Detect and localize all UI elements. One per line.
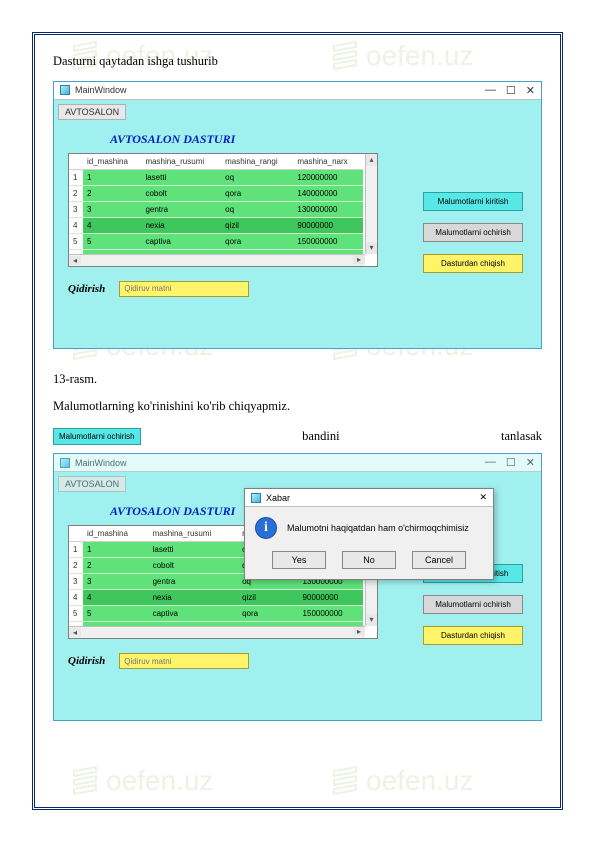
dialog-no-button[interactable]: No xyxy=(342,551,396,569)
inline-delete-btn[interactable]: Malumotlarni ochirish xyxy=(53,428,141,445)
close-button-2[interactable]: ✕ xyxy=(526,456,535,469)
dialog-close-icon[interactable]: ✕ xyxy=(479,492,487,503)
dialog-yes-button[interactable]: Yes xyxy=(272,551,326,569)
table-row[interactable]: 55captivaqora150000000 xyxy=(69,606,363,622)
exit-button[interactable]: Dasturdan chiqish xyxy=(423,254,523,273)
horizontal-scrollbar[interactable]: ◂ ▸ xyxy=(69,254,365,266)
intro-text: Dasturni qaytadan ishga tushurib xyxy=(53,53,542,71)
table-row[interactable]: 55captivaqora150000000 xyxy=(69,233,363,249)
titlebar-2: MainWindow — ☐ ✕ xyxy=(54,454,541,472)
app-window-2: MainWindow — ☐ ✕ AVTOSALON AVTOSALON DAS… xyxy=(53,453,542,721)
titlebar: MainWindow — ☐ ✕ xyxy=(54,82,541,100)
confirm-dialog: Xabar ✕ i Malumotni haqiqatdan ham o'chi… xyxy=(244,488,494,580)
delete-button[interactable]: Malumotlarni ochirish xyxy=(423,223,523,242)
close-button[interactable]: ✕ xyxy=(526,84,535,97)
app-title: AVTOSALON DASTURI xyxy=(110,132,535,147)
maximize-button-2[interactable]: ☐ xyxy=(506,456,516,469)
app-icon xyxy=(60,85,70,95)
col-rusumi: mashina_rusumi xyxy=(141,154,221,170)
search-label-2: Qidirish xyxy=(68,655,105,667)
col-id-2: id_mashina xyxy=(83,526,149,542)
minimize-button[interactable]: — xyxy=(485,84,496,97)
maximize-button[interactable]: ☐ xyxy=(506,84,516,97)
col-rangi: mashina_rangi xyxy=(221,154,293,170)
table-row[interactable]: 11lasettioq120000000 xyxy=(69,169,363,185)
app-window-1: MainWindow — ☐ ✕ AVTOSALON AVTOSALON DAS… xyxy=(53,81,542,349)
horizontal-scrollbar-2[interactable]: ◂ ▸ xyxy=(69,626,365,638)
data-table: id_mashina mashina_rusumi mashina_rangi … xyxy=(69,154,363,266)
table-row[interactable]: 44nexiaqizil90000000 xyxy=(69,217,363,233)
delete-button-2[interactable]: Malumotlarni ochirish xyxy=(423,595,523,614)
search-label: Qidirish xyxy=(68,283,105,295)
table-body-1: 11lasettioq12000000022coboltqora14000000… xyxy=(69,169,363,265)
dialog-title: Xabar xyxy=(266,493,290,503)
app-icon-2 xyxy=(60,458,70,468)
window-title-2: MainWindow xyxy=(75,458,127,468)
col-id: id_mashina xyxy=(83,154,141,170)
vertical-scrollbar[interactable]: ▴ ▾ xyxy=(365,154,377,254)
menu-avtosalon[interactable]: AVTOSALON xyxy=(58,104,126,120)
word-bandini: bandini xyxy=(302,428,340,446)
menu-avtosalon-2[interactable]: AVTOSALON xyxy=(58,476,126,492)
search-input[interactable] xyxy=(119,281,249,297)
table-row[interactable]: 44nexiaqizil90000000 xyxy=(69,590,363,606)
fig-caption: 13-rasm. xyxy=(53,371,542,389)
col-rusumi-2: mashina_rusumi xyxy=(149,526,238,542)
col-narx: mashina_narx xyxy=(293,154,363,170)
table-row[interactable]: 33gentraoq130000000 xyxy=(69,201,363,217)
dialog-cancel-button[interactable]: Cancel xyxy=(412,551,466,569)
window-title: MainWindow xyxy=(75,85,127,95)
info-icon: i xyxy=(255,517,277,539)
dialog-icon xyxy=(251,493,261,503)
insert-button[interactable]: Malumotlarni kiritish xyxy=(423,192,523,211)
data-table-wrap: id_mashina mashina_rusumi mashina_rangi … xyxy=(68,153,378,267)
line2-text: Malumotlarning ko'rinishini ko'rib chiqy… xyxy=(53,398,542,416)
search-input-2[interactable] xyxy=(119,653,249,669)
word-tanlasak: tanlasak xyxy=(501,428,542,446)
table-row[interactable]: 22coboltqora140000000 xyxy=(69,185,363,201)
minimize-button-2[interactable]: — xyxy=(485,456,496,469)
page-frame: Dasturni qaytadan ishga tushurib MainWin… xyxy=(32,32,563,810)
exit-button-2[interactable]: Dasturdan chiqish xyxy=(423,626,523,645)
dialog-message: Malumotni haqiqatdan ham o'chirmoqchimis… xyxy=(287,523,469,533)
